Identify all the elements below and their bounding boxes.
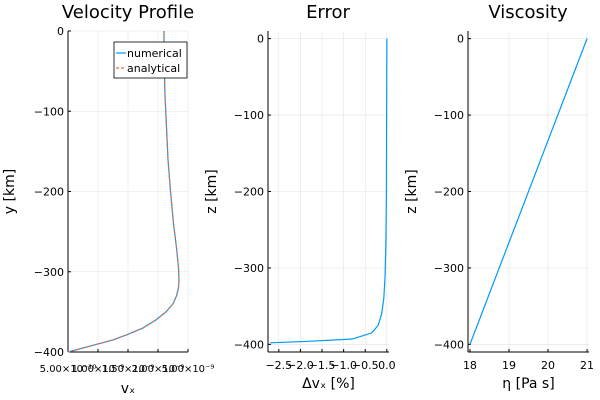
velocity-profile-ytick-label: −200 xyxy=(34,186,64,199)
viscosity-series-line-line xyxy=(469,38,588,345)
viscosity-ytick-label: −300 xyxy=(434,262,464,275)
viscosity-x-label: η [Pa s] xyxy=(502,376,554,392)
error-x-label: Δvₓ [%] xyxy=(302,376,355,392)
velocity-profile-ytick-label: −100 xyxy=(34,105,64,118)
velocity-profile-xtick-label: 5.00×10⁻⁹ xyxy=(162,364,215,375)
error-xtick-label: −2.5 xyxy=(265,359,292,372)
error-xtick-label: −2.0 xyxy=(287,359,314,372)
error-xtick-label: −1.5 xyxy=(309,359,336,372)
error-ytick-label: −400 xyxy=(234,338,264,351)
error-xtick-label: −1.0 xyxy=(330,359,357,372)
error-ytick-label: −300 xyxy=(234,262,264,275)
viscosity-ytick-label: −400 xyxy=(434,338,464,351)
viscosity-ytick-label: −200 xyxy=(434,186,464,199)
velocity-profile-xtick-label: 5.00×10⁻¹⁰ xyxy=(40,364,97,375)
viscosity-ytick-label: −100 xyxy=(434,109,464,122)
viscosity-y-label: z [km] xyxy=(404,169,420,213)
velocity-profile-x-label: vₓ xyxy=(121,381,136,397)
viscosity-title: Viscosity xyxy=(488,2,568,23)
velocity-profile-xtick-label: 2.00×10⁻⁹ xyxy=(132,364,185,375)
error-ytick-label: −200 xyxy=(234,186,264,199)
error-series-line-line xyxy=(270,38,388,344)
viscosity-xtick-label: 18 xyxy=(463,359,477,372)
error-panel: 0 −100 −200 −300 −400−2.5−2.0−1.5−1.0−0.5 0.0… xyxy=(204,2,396,392)
velocity-profile-ytick-label: −300 xyxy=(34,266,64,279)
velocity-profile-xtick-label: 1.00×10⁻⁹ xyxy=(72,364,125,375)
legend-label-numerical: numerical xyxy=(127,47,182,60)
legend-box xyxy=(113,41,188,79)
velocity-profile-legend: numerical analytical xyxy=(113,41,188,79)
viscosity-xtick-label: 19 xyxy=(502,359,516,372)
error-y-label: z [km] xyxy=(204,169,220,213)
legend-label-analytical: analytical xyxy=(127,62,180,75)
velocity-profile-title: Velocity Profile xyxy=(62,2,194,23)
velocity-profile-panel: 0 −100 −200 −300 −400 5.00×10⁻¹⁰1.00×10⁻⁹1.50… xyxy=(2,2,214,397)
velocity-profile-y-label: y [km] xyxy=(2,169,18,214)
velocity-profile-series-analytical-line xyxy=(67,30,180,353)
velocity-profile-xtick-label: 1.50×10⁻⁹ xyxy=(102,364,155,375)
viscosity-ytick-label: 0 xyxy=(457,33,464,46)
viscosity-panel: 0 −100 −200 −300 −400 18 19 20 21 Viscosity η [Pa … xyxy=(404,2,594,392)
error-ytick-label: −100 xyxy=(234,109,264,122)
velocity-profile-ytick-label: −400 xyxy=(34,346,64,359)
viscosity-xtick-label: 21 xyxy=(580,359,594,372)
error-title: Error xyxy=(306,2,350,23)
error-xtick-label: −0.5 xyxy=(352,359,379,372)
velocity-profile-ytick-label: 0 xyxy=(57,25,64,38)
viscosity-xtick-label: 20 xyxy=(541,359,555,372)
error-xtick-label: 0.0 xyxy=(378,359,396,372)
error-ytick-label: 0 xyxy=(257,33,264,46)
